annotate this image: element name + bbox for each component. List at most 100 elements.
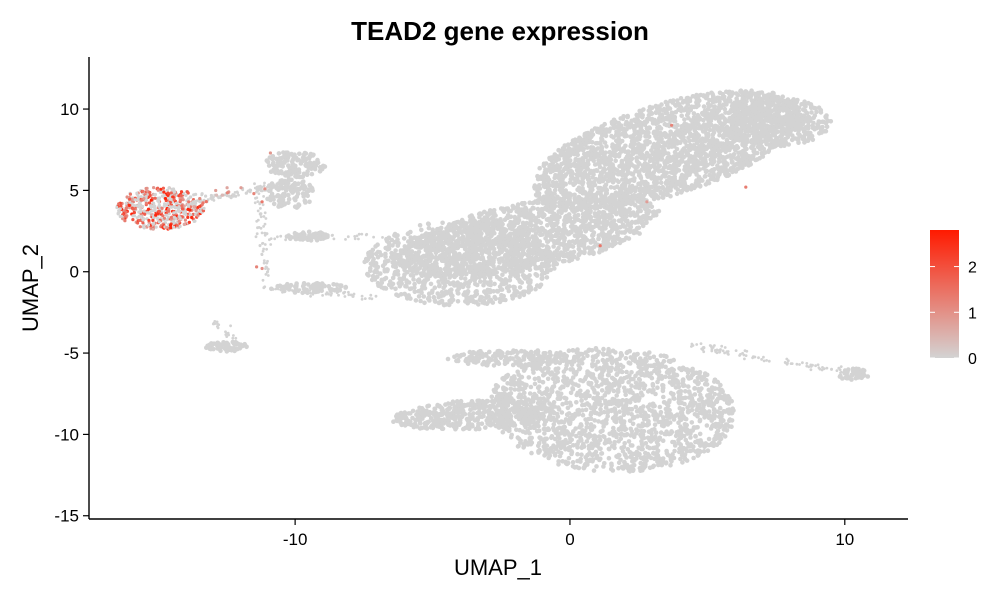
cell-point: [505, 254, 511, 260]
cell-point: [715, 173, 721, 179]
cell-point: [602, 121, 607, 127]
cell-point: [590, 145, 596, 150]
cell-point: [562, 156, 567, 162]
cell-point: [491, 289, 496, 294]
cell-point: [366, 273, 371, 278]
cell-point: [470, 276, 475, 282]
cell-point: [527, 267, 533, 273]
cell-point: [537, 284, 542, 290]
cell-point: [485, 287, 491, 293]
cell-point: [584, 137, 589, 143]
cell-point: [666, 186, 671, 192]
cell-point: [588, 214, 594, 220]
cell-point: [641, 107, 646, 112]
cell-point: [576, 243, 582, 248]
cell-point: [638, 120, 643, 126]
cell-point: [521, 237, 526, 243]
cell-point: [717, 156, 722, 162]
cell-point: [525, 236, 530, 241]
cell-point: [533, 272, 538, 277]
cell-point: [477, 275, 482, 280]
cell-point: [554, 162, 560, 168]
cell-point: [521, 292, 527, 298]
cell-point: [603, 133, 609, 139]
cell-point: [649, 116, 655, 122]
cell-point: [456, 219, 461, 225]
cell-point: [543, 161, 549, 166]
cell-point: [580, 156, 585, 161]
cell-point: [641, 186, 646, 192]
cell-point: [393, 248, 398, 253]
cell-point: [687, 131, 693, 136]
cell-point: [470, 222, 476, 227]
cell-point: [568, 163, 574, 169]
cell-point: [462, 276, 468, 282]
cell-point: [525, 225, 530, 231]
cell-point: [780, 94, 785, 99]
cell-point: [692, 169, 698, 175]
cell-point: [462, 290, 468, 295]
cell-point: [620, 165, 625, 170]
cell-point: [492, 237, 498, 243]
cell-point: [646, 154, 652, 159]
cell-point: [717, 99, 722, 105]
cell-point: [491, 258, 496, 263]
cell-point: [540, 232, 545, 237]
cell-point: [661, 117, 667, 123]
cell-point: [521, 245, 527, 251]
cell-point: [415, 278, 421, 283]
cell-point: [473, 281, 478, 287]
cell-point: [541, 184, 547, 189]
cell-point: [613, 209, 618, 215]
cell-point: [508, 274, 513, 280]
cell-point: [462, 252, 467, 257]
cell-point: [487, 228, 492, 233]
cell-point: [741, 96, 747, 101]
cell-point: [543, 249, 549, 254]
cell-point: [601, 215, 606, 220]
cell-point: [427, 251, 432, 256]
cell-point: [620, 238, 625, 243]
cell-point: [733, 156, 739, 161]
cell-point: [420, 279, 426, 285]
cell-point: [621, 146, 626, 151]
cell-point: [468, 242, 474, 247]
cell-point: [632, 176, 637, 181]
cell-point: [591, 158, 596, 163]
cell-point: [492, 218, 498, 223]
cell-point: [462, 246, 468, 252]
cell-point: [687, 157, 692, 162]
cell-point: [558, 250, 564, 255]
cell-point: [619, 138, 625, 144]
cell-point: [713, 116, 718, 121]
cell-point: [572, 181, 578, 186]
cell-point: [525, 279, 531, 285]
cell-point: [606, 158, 611, 163]
cell-point: [632, 228, 638, 234]
cell-point: [729, 156, 734, 162]
cell-point: [650, 151, 656, 156]
cell-point: [436, 226, 441, 232]
cell-point: [367, 252, 372, 257]
cell-point: [505, 284, 511, 290]
cell-point: [535, 247, 541, 253]
cell-point: [716, 95, 722, 101]
cell-point: [487, 298, 492, 304]
cell-point: [730, 140, 735, 145]
cell-point: [517, 294, 522, 300]
cell-point: [404, 252, 410, 257]
cell-point: [637, 231, 642, 236]
cell-point: [425, 221, 431, 226]
cell-point: [575, 256, 580, 261]
cell-point: [572, 219, 577, 224]
cell-point: [596, 127, 602, 133]
cell-point: [665, 159, 671, 165]
cell-point: [597, 225, 603, 230]
cell-point: [452, 274, 457, 280]
cell-point: [616, 203, 622, 209]
cell-point: [382, 267, 388, 273]
cell-point: [638, 126, 644, 131]
cell-point: [718, 141, 724, 146]
cell-point: [668, 165, 674, 171]
